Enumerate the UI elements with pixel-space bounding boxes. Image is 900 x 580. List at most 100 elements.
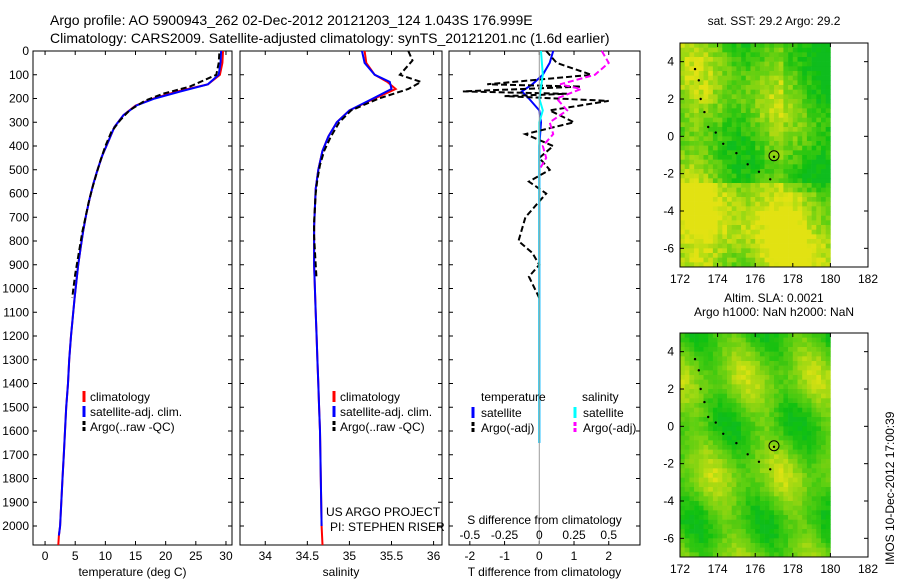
sst-map-cell xyxy=(811,164,817,170)
sst-map-cell xyxy=(797,66,803,72)
sst-map-cell xyxy=(821,248,826,254)
sla-map-cell xyxy=(680,482,685,488)
sla-map-cell xyxy=(736,426,742,432)
sst-map-cell xyxy=(736,127,742,132)
sla-map-cell xyxy=(811,347,817,352)
sla-map-cell xyxy=(769,529,775,534)
sst-map-cell xyxy=(806,206,812,212)
sla-map-cell xyxy=(727,398,732,404)
sla-map-cell xyxy=(698,389,704,394)
sst-map-cell xyxy=(811,52,817,58)
sla-map-cell xyxy=(755,440,761,446)
sla-map-cell xyxy=(698,459,704,464)
sst-map-cell xyxy=(778,253,784,258)
sla-map-cell xyxy=(708,361,714,366)
sla-map-cell xyxy=(811,529,817,534)
sla-map-cell xyxy=(745,538,751,544)
sst-map-cell xyxy=(736,229,742,235)
sst-map-cell xyxy=(802,89,808,95)
sla-map-cell xyxy=(825,370,831,376)
sst-map-cell xyxy=(712,197,718,202)
sst-map-cell xyxy=(694,103,700,109)
sst-map-cell xyxy=(802,43,808,48)
sla-map-cell xyxy=(778,398,784,404)
sla-map-cell xyxy=(755,421,761,427)
sla-map-cell xyxy=(745,515,751,520)
sla-map-cell xyxy=(684,524,690,530)
sst-map-cell xyxy=(745,75,751,81)
sst-map-cell xyxy=(745,122,751,128)
sst-map-cell xyxy=(806,248,812,254)
sla-map-cell xyxy=(788,482,794,488)
sla-map-cell xyxy=(736,524,742,530)
sst-map-cell xyxy=(764,206,770,212)
sst-map-xtick-label: 176 xyxy=(745,272,765,286)
sla-map-cell xyxy=(727,445,732,450)
sst-map-frame xyxy=(679,42,869,268)
difference-xtick-label: -2 xyxy=(465,549,476,563)
sla-map-cell xyxy=(806,454,812,460)
sla-map-cell xyxy=(788,403,794,408)
sst-map-cell xyxy=(684,201,690,207)
sst-map-cell xyxy=(684,169,690,174)
difference-series-line xyxy=(538,50,610,171)
sla-map-cell xyxy=(689,510,695,516)
sst-map-cell xyxy=(727,108,732,114)
sla-map-cell xyxy=(684,435,690,441)
sst-map-cell xyxy=(712,229,718,235)
sst-map-cell xyxy=(694,243,700,249)
sst-map-cell xyxy=(759,206,765,212)
sla-map-cell xyxy=(703,337,709,343)
sla-map-cell xyxy=(783,431,789,436)
sst-map-cell xyxy=(764,117,770,123)
sst-map-cell xyxy=(821,220,826,226)
sst-map-cell xyxy=(750,234,756,240)
sst-map-cell xyxy=(811,80,817,86)
sla-map-cell xyxy=(769,351,775,357)
sst-map-cell xyxy=(783,61,789,67)
sla-map-cell xyxy=(778,361,784,366)
sla-map-cell xyxy=(731,524,737,530)
sla-map-cell xyxy=(759,515,765,520)
sst-map-cell xyxy=(680,117,685,123)
sst-map-cell xyxy=(736,197,742,202)
sla-map-cell xyxy=(769,468,775,474)
sla-map-cell xyxy=(821,431,826,436)
sla-map-cell xyxy=(759,351,765,357)
sla-map-cell xyxy=(797,351,803,357)
sla-map-cell xyxy=(694,501,700,506)
sla-map-cell xyxy=(680,491,685,497)
sla-map-cell xyxy=(778,384,784,390)
sla-map-cell xyxy=(764,487,770,492)
sst-map-cell xyxy=(792,197,798,202)
temperature-series-line xyxy=(71,53,221,299)
sla-map-cell xyxy=(764,361,770,366)
sla-map-cell xyxy=(821,515,826,520)
sla-map-track-point xyxy=(772,445,776,449)
sla-map-cell xyxy=(821,384,826,390)
sst-map-cell xyxy=(811,197,817,202)
sst-map-cell xyxy=(684,108,690,114)
sla-map-ytick-label: -6 xyxy=(663,531,674,545)
sst-map-cell xyxy=(755,206,761,212)
sla-map-cell xyxy=(717,333,723,338)
sla-map-cell xyxy=(694,403,700,408)
sla-map-cell xyxy=(717,552,723,558)
sst-map-cell xyxy=(788,159,794,165)
temperature-xtick-label: 10 xyxy=(99,549,113,563)
sla-map-xtick-label: 176 xyxy=(745,562,765,576)
sla-map-cell xyxy=(759,547,765,553)
sst-map-cell xyxy=(792,234,798,240)
sla-map-cell xyxy=(774,337,779,343)
sla-map-cell xyxy=(806,529,812,534)
sla-map-cell xyxy=(736,533,742,539)
depth-tick-label: 400 xyxy=(9,139,29,153)
sst-map-cell xyxy=(741,206,747,212)
sla-map-cell xyxy=(774,529,779,534)
sst-map-cell xyxy=(680,122,685,128)
sla-map-cell xyxy=(806,533,812,539)
sla-map-cell xyxy=(825,529,831,534)
sst-map-cell xyxy=(811,262,817,268)
sla-map-cell xyxy=(741,337,747,343)
sst-map-cell xyxy=(698,108,704,114)
